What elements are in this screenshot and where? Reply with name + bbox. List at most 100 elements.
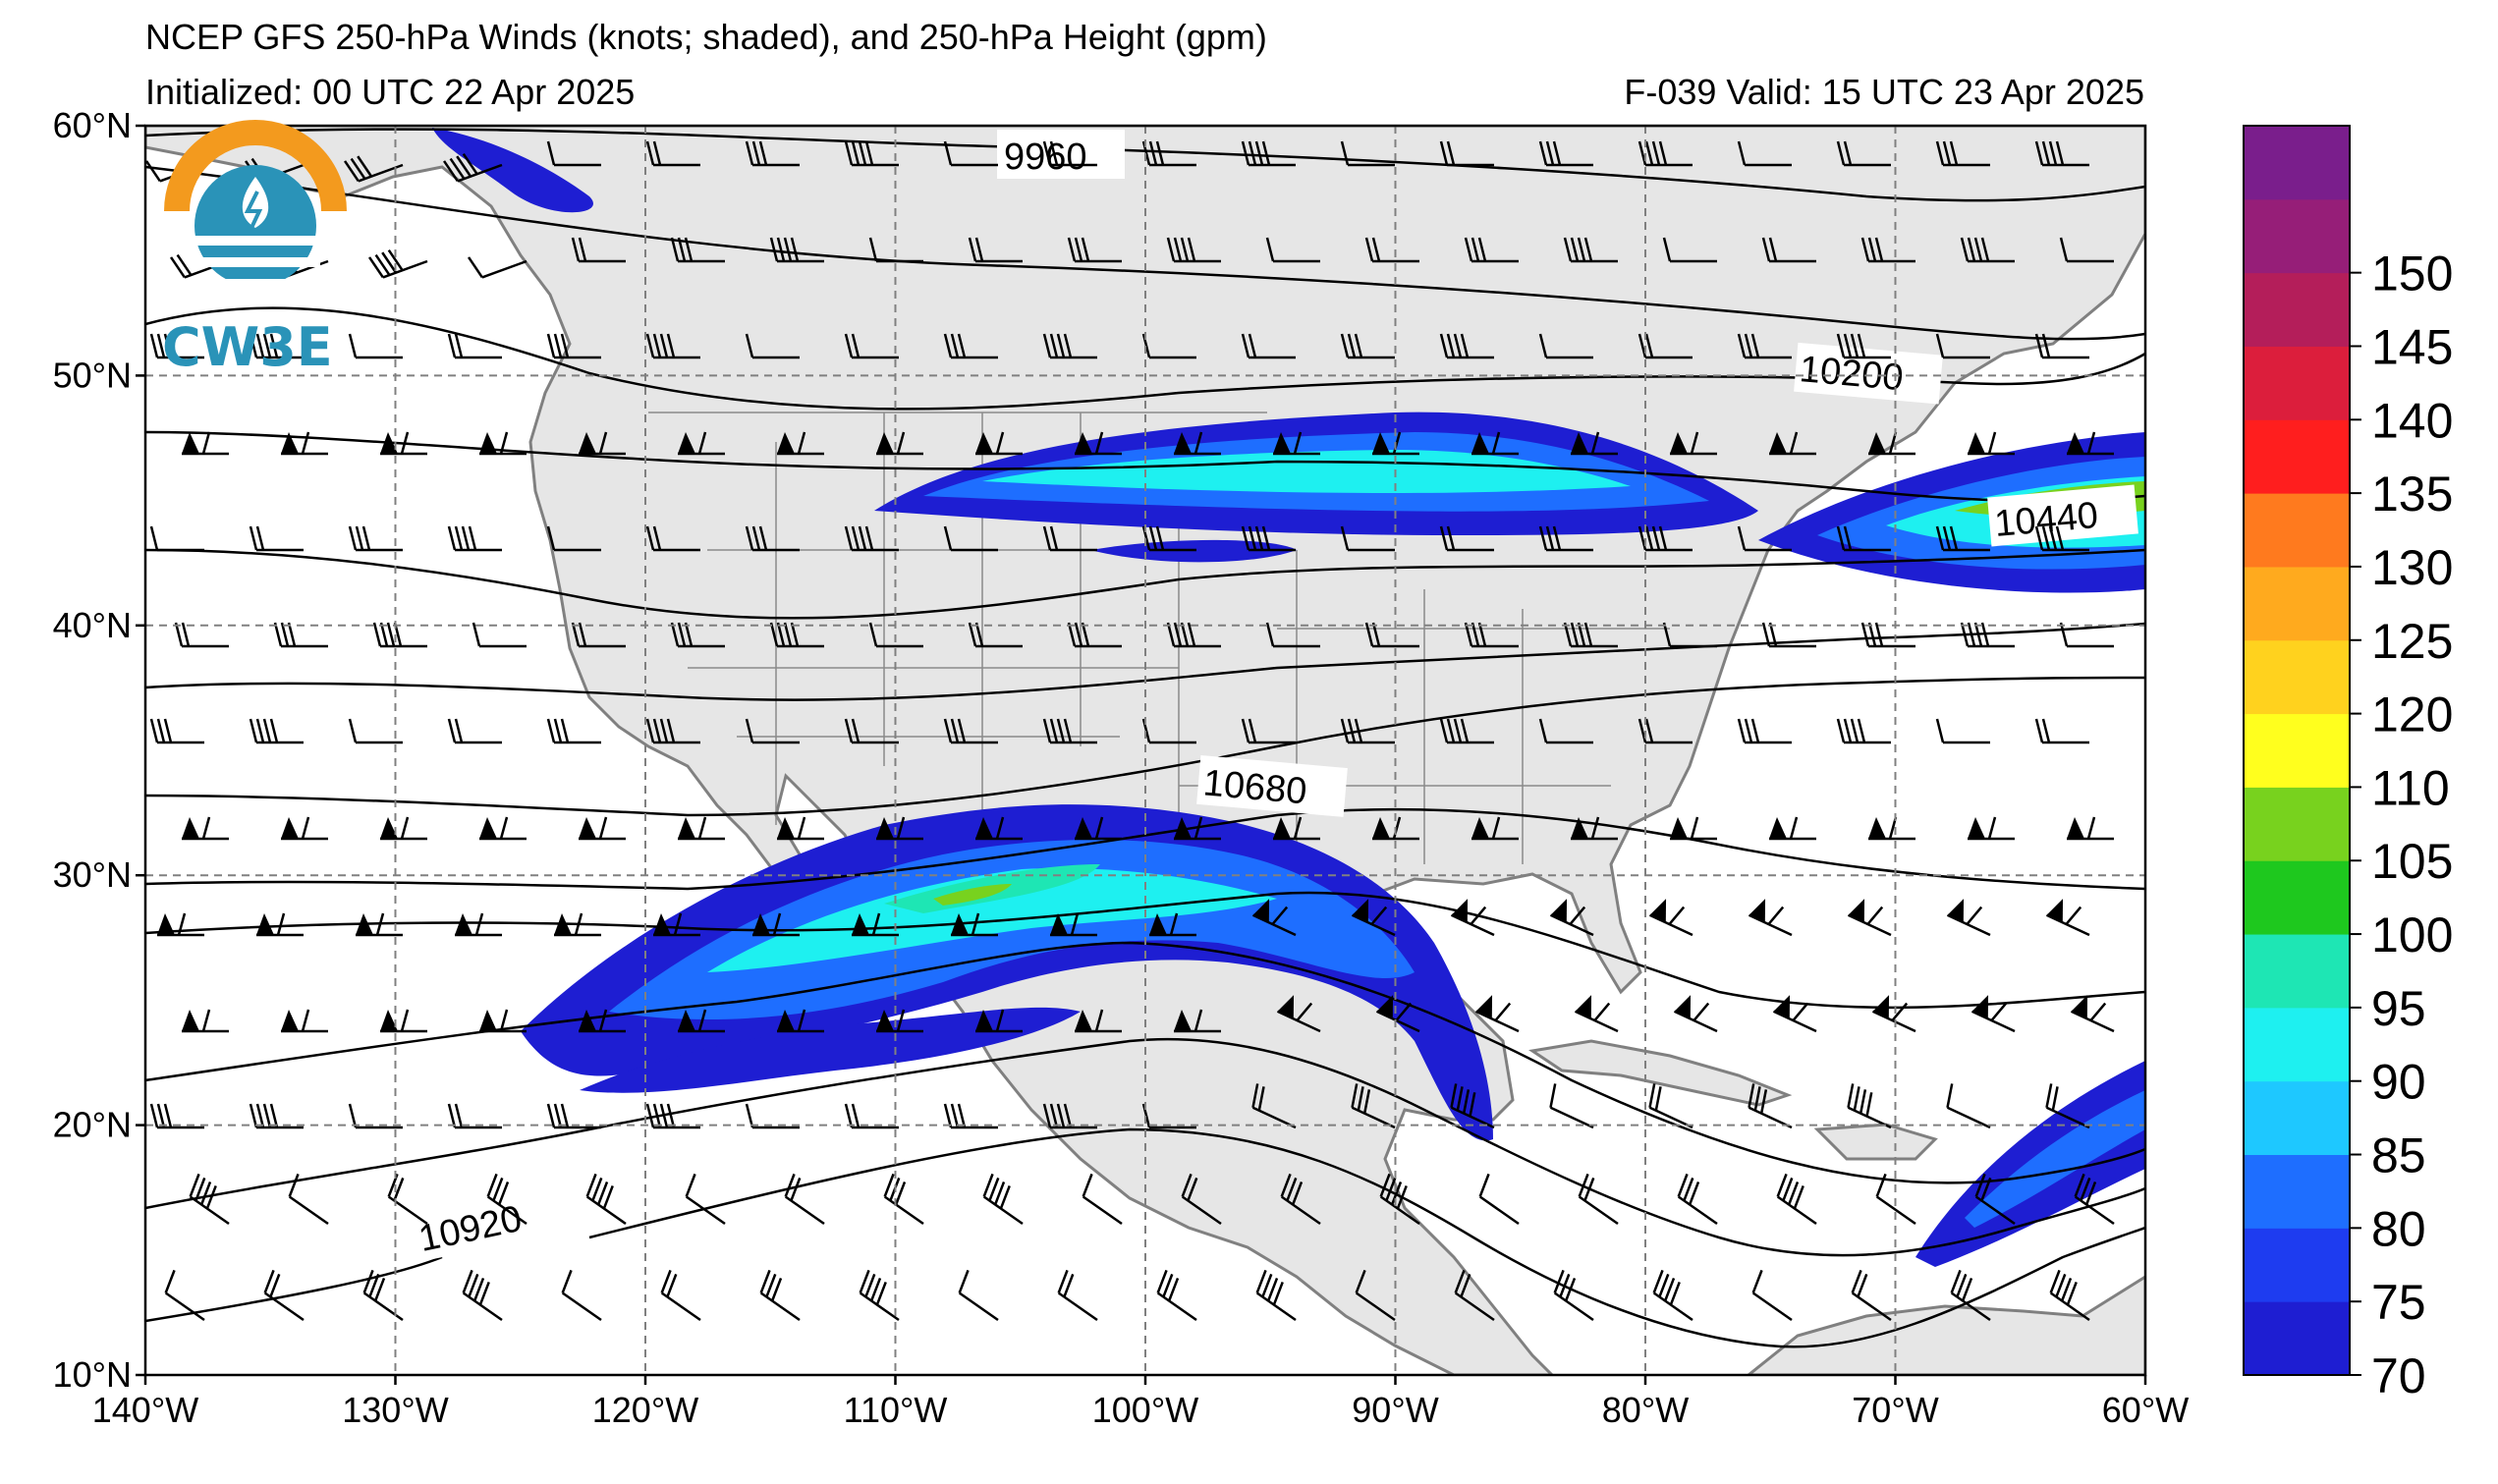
wind-barb bbox=[1351, 899, 1396, 937]
wind-barb bbox=[769, 622, 824, 648]
colorbar-tick-label: 130 bbox=[2371, 540, 2453, 595]
wind-barb bbox=[759, 1269, 801, 1322]
wind-barb bbox=[1273, 816, 1320, 841]
wind-barb bbox=[1273, 431, 1320, 456]
wind-barb bbox=[1670, 816, 1717, 841]
wind-barb bbox=[1836, 140, 1891, 167]
wind-barb bbox=[561, 1269, 602, 1322]
contour-label-bg bbox=[1987, 484, 2138, 547]
wind-barb bbox=[685, 1173, 726, 1226]
wind-barb bbox=[752, 912, 800, 937]
wind-barb bbox=[1166, 622, 1221, 648]
wind-barb bbox=[546, 525, 601, 552]
wind-barb bbox=[1439, 718, 1494, 744]
wind-barbs bbox=[145, 140, 2115, 1322]
wind-barb bbox=[1974, 1173, 2016, 1226]
wind-barb bbox=[479, 431, 527, 456]
colorbar-segment bbox=[2244, 934, 2350, 1009]
colorbar-tick-label: 90 bbox=[2371, 1055, 2426, 1110]
wind-barb bbox=[943, 140, 998, 167]
contour-label-bg bbox=[997, 130, 1125, 179]
colorbar-segment bbox=[2244, 346, 2350, 420]
lon-tick-label: 110°W bbox=[844, 1390, 948, 1430]
wind-barb bbox=[249, 525, 304, 552]
wind-barb bbox=[1174, 431, 1221, 456]
wind-barb bbox=[951, 912, 998, 937]
wind-barb bbox=[844, 140, 899, 167]
wind-barb bbox=[745, 333, 800, 359]
wind-barb bbox=[1156, 1269, 1197, 1322]
wind-barb bbox=[2067, 816, 2114, 841]
wind-barb bbox=[579, 431, 626, 456]
wind-barb bbox=[745, 1103, 800, 1129]
colorbar: 70 75 80 85 90 95 100 105 110 120 125 130 135 140 145 1… bbox=[2243, 125, 2453, 1403]
lon-tick-label: 90°W bbox=[1352, 1390, 1438, 1430]
wind-barb bbox=[1769, 431, 1816, 456]
wind-barb bbox=[943, 1103, 998, 1129]
wind-barb bbox=[670, 237, 725, 263]
wind-barb bbox=[645, 718, 700, 744]
wind-barb bbox=[1549, 899, 1594, 937]
colorbar-segment bbox=[2244, 1007, 2350, 1082]
colorbar-tick-label: 85 bbox=[2371, 1128, 2426, 1183]
wind-barb bbox=[1960, 622, 2015, 648]
wind-barb bbox=[585, 1173, 627, 1226]
south-america-coast bbox=[1746, 1275, 2145, 1375]
wind-barb bbox=[1372, 816, 1419, 841]
wind-barb bbox=[348, 333, 403, 359]
wind-barb bbox=[1082, 1173, 1123, 1226]
wind-barb bbox=[368, 249, 428, 279]
colorbar-segment bbox=[2244, 1301, 2350, 1376]
wind-barb bbox=[868, 622, 923, 648]
wind-barb bbox=[149, 333, 204, 359]
wind-barb bbox=[2059, 622, 2114, 648]
wind-barb bbox=[1340, 333, 1395, 359]
wind-barb bbox=[1379, 1173, 1420, 1226]
wind-barb bbox=[1241, 718, 1296, 744]
colorbar-segment bbox=[2244, 713, 2350, 788]
wind-barb bbox=[288, 1173, 329, 1226]
colorbar-tick-label: 80 bbox=[2371, 1201, 2426, 1256]
wind-barb bbox=[2074, 1173, 2115, 1226]
wind-barb bbox=[182, 1009, 229, 1033]
wind-barb bbox=[1737, 333, 1792, 359]
wind-barb bbox=[2049, 1269, 2090, 1322]
wind-barb bbox=[1474, 995, 1520, 1033]
colorbar-tick-label: 110 bbox=[2371, 760, 2450, 815]
wind-barb bbox=[380, 431, 427, 456]
lon-tick-label: 100°W bbox=[1092, 1390, 1198, 1430]
wind-barb bbox=[745, 525, 800, 552]
wind-barb bbox=[1737, 140, 1792, 167]
wind-barb bbox=[1737, 525, 1792, 552]
wind-barb bbox=[1364, 237, 1419, 263]
cw3e-sun-water-icon bbox=[164, 120, 347, 289]
wind-barb bbox=[670, 622, 725, 648]
wind-barb bbox=[348, 718, 403, 744]
wind-barb bbox=[1553, 1269, 1594, 1322]
wind-barb bbox=[1662, 237, 1717, 263]
wind-barb bbox=[1946, 1083, 1991, 1129]
map-plot-area: 9960 10200 10440 10680 10920 bbox=[145, 126, 2145, 1375]
wind-barb bbox=[2045, 899, 2090, 937]
wind-barb bbox=[1439, 333, 1494, 359]
colorbar-tick-label: 140 bbox=[2371, 393, 2453, 448]
colorbar-segment bbox=[2244, 566, 2350, 641]
wind-barb bbox=[943, 718, 998, 744]
wind-barb bbox=[1549, 1083, 1594, 1129]
wind-barb bbox=[745, 718, 800, 744]
wind-barb bbox=[1454, 1269, 1495, 1322]
wind-barb bbox=[479, 1009, 527, 1033]
colorbar-tick-label: 70 bbox=[2371, 1348, 2426, 1403]
wind-barb bbox=[249, 1103, 304, 1129]
wind-barb bbox=[1042, 718, 1097, 744]
wind-barb bbox=[2070, 995, 2115, 1033]
wind-barb bbox=[447, 1103, 502, 1129]
wind-barb bbox=[975, 816, 1023, 841]
wind-barb bbox=[468, 256, 527, 279]
wind-barb bbox=[868, 237, 923, 263]
wind-barb bbox=[1375, 995, 1420, 1033]
wind-barb bbox=[777, 816, 824, 841]
wind-barb bbox=[1464, 622, 1519, 648]
colorbar-segment bbox=[2244, 272, 2350, 347]
